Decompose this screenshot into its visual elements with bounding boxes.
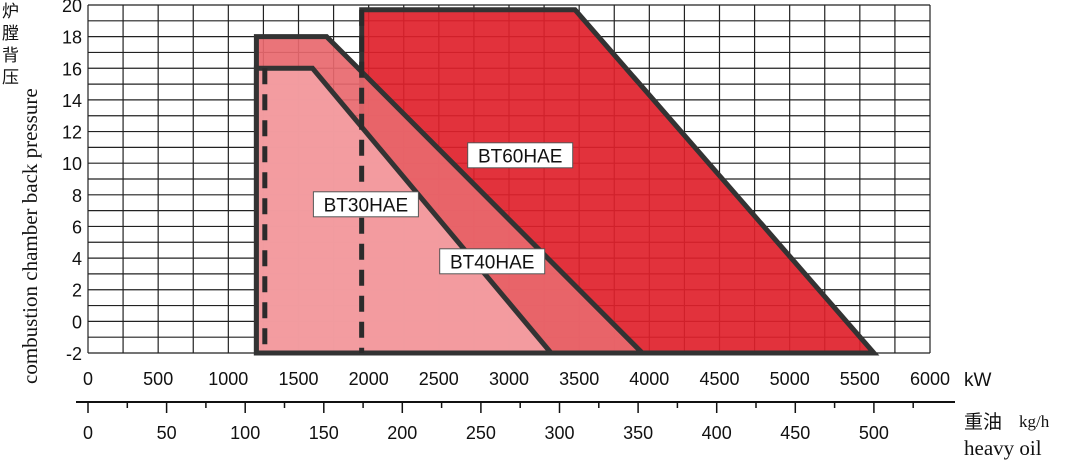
series-labels: BT60HAE BT40HAE BT30HAE [312,142,574,275]
x-tick-label: 5000 [770,369,810,389]
secondary-x-axis: 0 50 100 150 200 250 300 350 400 450 500 [76,401,955,443]
y-tick-label: 8 [72,186,82,206]
x2-tick-label: 150 [309,423,339,443]
label-box-bt30hae [312,191,419,218]
y-tick-label: 18 [62,28,82,48]
x2-tick-label: 250 [466,423,496,443]
y-tick-label: 16 [62,59,82,79]
series-label-bt60hae: BT60HAE [478,146,562,167]
label-box-bt40hae [439,248,546,275]
y-tick-label: 14 [62,91,82,111]
x-tick-label: 5500 [840,369,880,389]
x-tick-label: 6000 [910,369,950,389]
series-label-bt40hae: BT40HAE [450,252,534,273]
x2-tick-label: 200 [387,423,417,443]
x2-tick-label: 450 [780,423,810,443]
y-axis-label: combustion chamber back pressure [18,88,42,384]
y-tick-label: 4 [72,249,82,269]
x-tick-label: 4500 [699,369,739,389]
x-tick-label: 1500 [278,369,318,389]
x-tick-label: 2500 [419,369,459,389]
x-axis-unit: kW [964,370,992,391]
series-label-bt30hae: BT30HAE [324,195,408,216]
y-axis-label-cn: 炉膛背压 [2,2,19,87]
x2-tick-label: 0 [83,423,93,443]
y-tick-label: 6 [72,218,82,238]
label-box-bt60hae [467,142,574,169]
x2-tick-label: 500 [859,423,889,443]
minimum-load-lines [262,9,365,353]
y-tick-label: 12 [62,123,82,143]
x2-tick-label: 350 [623,423,653,443]
x2-tick-label: 400 [702,423,732,443]
x2-axis-unit-cn: 重油 [964,411,1002,433]
y-tick-label: 10 [62,154,82,174]
x-tick-label: 4000 [629,369,669,389]
series-areas [253,7,880,356]
x2-axis-label: heavy oil [964,436,1042,460]
x-tick-label: 2000 [349,369,389,389]
x2-tick-label: 100 [230,423,260,443]
x2-tick-label: 50 [157,423,177,443]
y-tick-label: 0 [72,312,82,332]
x2-axis-unit: kg/h [1019,412,1050,431]
x-tick-label: 3000 [489,369,529,389]
x-tick-label: 500 [143,369,173,389]
x-tick-label: 3500 [559,369,599,389]
y-tick-labels: -2 0 2 4 6 8 10 12 14 16 18 20 [62,0,82,364]
y-tick-label: 2 [72,281,82,301]
x-tick-labels: 0 500 1000 1500 2000 2500 3000 3500 4000 4500 5000… [83,369,950,389]
x-tick-label: 1000 [208,369,248,389]
x-tick-label: 0 [83,369,93,389]
y-tick-label: 20 [62,0,82,16]
x2-tick-label: 300 [544,423,574,443]
y-tick-label: -2 [66,344,82,364]
